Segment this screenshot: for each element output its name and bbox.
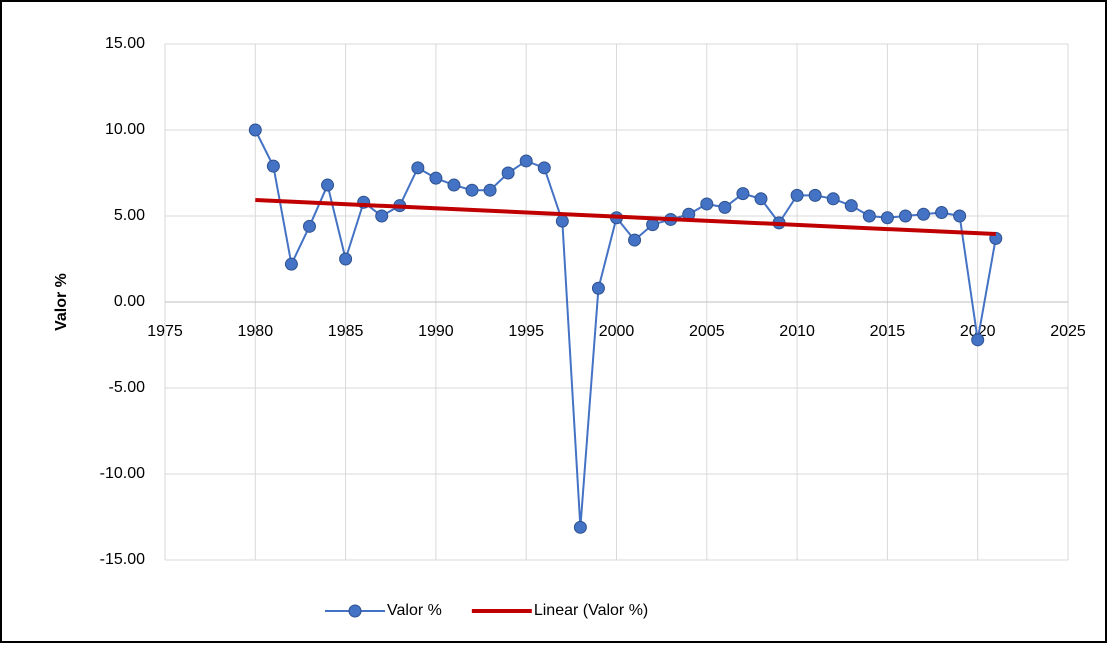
data-point [375, 209, 389, 223]
x-tick-label: 2010 [779, 323, 815, 340]
data-point [628, 233, 642, 247]
data-point [465, 183, 479, 197]
data-point [501, 166, 515, 180]
data-point [555, 214, 569, 228]
y-tick-label: 5.00 [114, 207, 145, 224]
x-tick-label: 2000 [599, 323, 635, 340]
legend-label: Valor % [387, 602, 442, 619]
y-tick-label: -10.00 [100, 465, 145, 482]
data-point [321, 178, 335, 192]
data-point [826, 192, 840, 206]
data-point [591, 281, 605, 295]
x-tick-label: 1975 [147, 323, 183, 340]
x-tick-label: 2005 [689, 323, 725, 340]
data-point [284, 257, 298, 271]
x-tick-label: 1980 [238, 323, 274, 340]
data-point [971, 333, 985, 347]
data-point [953, 209, 967, 223]
x-tick-label: 1985 [328, 323, 364, 340]
y-tick-label: 10.00 [105, 121, 145, 138]
y-tick-label: -5.00 [109, 379, 146, 396]
data-point [537, 161, 551, 175]
data-point [411, 161, 425, 175]
data-point [935, 206, 949, 220]
data-point [519, 154, 533, 168]
legend-label: Linear (Valor %) [534, 602, 648, 619]
data-point [573, 520, 587, 534]
data-point [718, 200, 732, 214]
y-tick-label: -15.00 [100, 551, 145, 568]
data-point [880, 211, 894, 225]
x-tick-label: 1990 [418, 323, 454, 340]
data-point [917, 207, 931, 221]
data-point [266, 159, 280, 173]
data-point [302, 219, 316, 233]
data-point [808, 188, 822, 202]
data-point [844, 199, 858, 213]
data-point [736, 187, 750, 201]
data-point [700, 197, 714, 211]
x-tick-label: 2015 [870, 323, 906, 340]
x-tick-label: 2020 [960, 323, 996, 340]
data-point [429, 171, 443, 185]
data-point [248, 123, 262, 137]
trend-line [255, 198, 996, 237]
data-point [339, 252, 353, 266]
x-tick-label: 1995 [508, 323, 544, 340]
y-axis-label: Valor % [53, 273, 70, 331]
x-tick-label: 2025 [1050, 323, 1086, 340]
data-point [754, 192, 768, 206]
legend-marker [348, 604, 362, 618]
y-tick-label: 0.00 [114, 293, 145, 310]
data-point [898, 209, 912, 223]
data-point [483, 183, 497, 197]
y-tick-label: 15.00 [105, 35, 145, 52]
data-point [790, 188, 804, 202]
data-point [862, 209, 876, 223]
data-point [447, 178, 461, 192]
